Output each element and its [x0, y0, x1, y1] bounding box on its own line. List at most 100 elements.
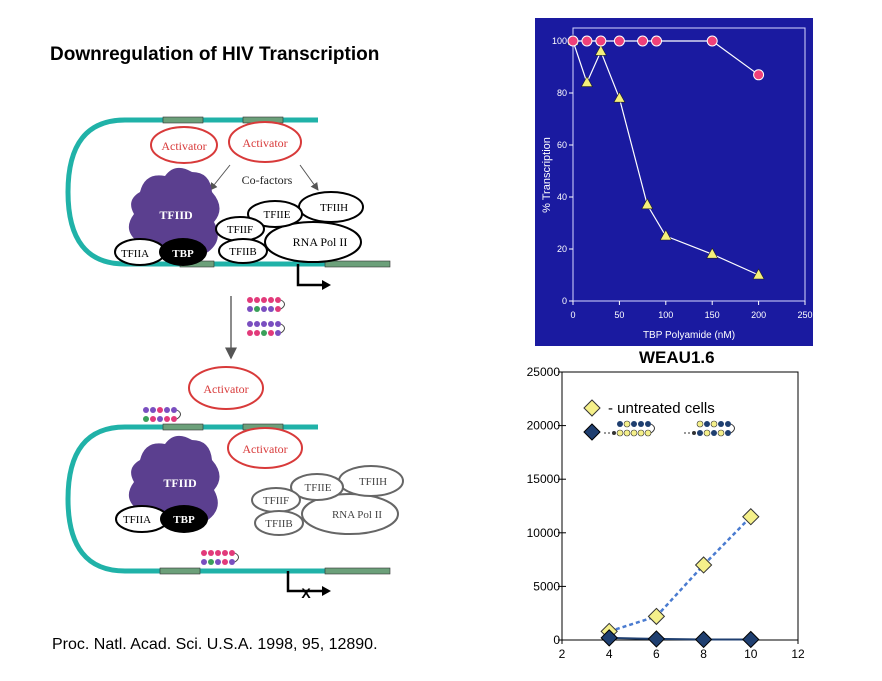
chart2-xtick-label: 10	[744, 647, 758, 661]
chart1-ytick-label: 100	[552, 36, 567, 46]
rnapol-node	[301, 493, 399, 535]
dna-strand-top	[65, 117, 390, 267]
tfiia-label: TFIIA	[123, 514, 151, 526]
rnapol-label: RNA Pol II	[332, 509, 382, 521]
legend-untreated-label: - untreated cells	[608, 400, 715, 417]
chart2-xtick-label: 4	[606, 647, 613, 661]
bound-polyamide	[201, 550, 239, 565]
tfiib-node	[218, 238, 268, 264]
activator-free	[188, 366, 264, 410]
chart1-circle-point	[581, 35, 593, 47]
chart2-treated-point	[600, 629, 618, 647]
chart1-xtick-label: 100	[658, 310, 673, 320]
dna-site	[159, 567, 201, 575]
chart1-ytick-label: 80	[557, 88, 567, 98]
chart1-triangle-point	[641, 198, 654, 210]
chart1-xtick-label: 250	[797, 310, 812, 320]
chart2-xtick-label: 6	[653, 647, 660, 661]
chart2-treated-point	[742, 630, 760, 649]
diagram-bottom: Activator Activator TFIID TFIIA TBP RNA …	[65, 366, 404, 601]
bound-polyamide	[143, 407, 181, 422]
chart1-circle-point	[637, 35, 649, 47]
tfiie-label: TFIIE	[305, 482, 332, 494]
tbp-label: TBP	[172, 248, 194, 260]
activator-right-label: Activator	[242, 136, 287, 150]
chart1-ytick-label: 40	[557, 192, 567, 202]
chart1-circle-point	[753, 69, 765, 81]
chart2-ytick-label: 5000	[533, 579, 560, 593]
chart1-triangle-point	[580, 75, 593, 87]
chart2-treated-point	[647, 630, 666, 648]
legend-blue-diamond	[583, 423, 601, 441]
tbp-label: TBP	[173, 514, 195, 526]
chart2-untreated-line	[608, 515, 752, 633]
citation: Proc. Natl. Acad. Sci. U.S.A. 1998, 95, …	[52, 636, 378, 653]
chart1-background	[535, 18, 813, 346]
chart2: 2 4 6 8 10 12 0 5000 10000 15000 20000 25000 - untr…	[527, 365, 805, 661]
chart2-xtick-label: 2	[559, 647, 566, 661]
tfiih-label: TFIIH	[359, 476, 387, 488]
chart1: 0 50 100 150 200 250 0 20 40 60 80 100 TBP Polyamid…	[535, 18, 813, 346]
chart1-ytick-label: 20	[557, 244, 567, 254]
chart1-triangle-point	[706, 247, 719, 259]
chart1-xtick-label: 200	[751, 310, 766, 320]
chart2-xtick-label: 12	[791, 647, 805, 661]
tfiid-label: TFIID	[163, 476, 197, 490]
chart1-circle-point	[706, 35, 718, 47]
chart2-ytick-label: 20000	[527, 419, 561, 433]
cofactor-arrow	[299, 164, 319, 191]
chart2-treated-point	[694, 630, 713, 649]
tfiid-label: TFIID	[159, 208, 193, 222]
chart2-untreated-point	[742, 508, 760, 526]
chart1-xtick-label: 50	[614, 310, 624, 320]
activator-bound-label: Activator	[242, 442, 287, 456]
chart2-ytick-label: 10000	[527, 526, 561, 540]
treatment-step	[225, 296, 285, 360]
chart1-plot-frame	[572, 27, 806, 302]
transcription-start-arrowhead	[322, 280, 331, 290]
chart2-marks	[600, 508, 760, 649]
tbp-node	[160, 505, 208, 533]
tfiih-label: TFIIH	[320, 202, 348, 214]
rnapol-node	[264, 221, 362, 263]
blocked-start-arrowhead	[322, 586, 331, 596]
cofactor-arrow	[209, 164, 231, 191]
chart2-ytick-label: 15000	[527, 472, 561, 486]
rnapol-label: RNA Pol II	[293, 235, 348, 249]
tfiid-blob	[128, 167, 220, 257]
chart1-marks	[566, 34, 765, 280]
activator-right	[228, 121, 302, 163]
dna-site	[162, 423, 204, 431]
tfiif-label: TFIIF	[263, 495, 289, 507]
tfiif-label: TFIIF	[227, 224, 253, 236]
chart2-ytick-label: 0	[553, 633, 560, 647]
dna-site	[162, 116, 204, 124]
tfiib-node	[254, 510, 304, 536]
transcription-start-arrow	[296, 264, 326, 287]
chart1-circle-point	[567, 35, 579, 47]
chart2-plot-frame	[561, 371, 799, 641]
chart1-axes: 0 50 100 150 200 250 0 20 40 60 80 100	[552, 36, 813, 320]
chart2-treated-line	[609, 636, 751, 641]
activator-bound	[227, 427, 303, 469]
chart2-legend: - untreated cells	[583, 399, 735, 441]
chart1-ytick-label: 0	[562, 296, 567, 306]
chart1-ytick-label: 60	[557, 140, 567, 150]
tbp-node	[159, 238, 207, 266]
tfiie-label: TFIIE	[264, 209, 291, 221]
chart1-triangle-point	[613, 91, 626, 103]
chart2-untreated-point	[694, 556, 713, 574]
chart1-circle-point	[613, 35, 625, 47]
diagram-top: Activator Activator Co-factors TFIID TFI…	[65, 116, 391, 290]
chart1-triangle-point	[659, 229, 672, 241]
legend-yellow-diamond	[583, 399, 601, 417]
chart2-title: WEAU1.6	[639, 348, 715, 367]
tfiib-label: TFIIB	[229, 246, 257, 258]
tfiid-blob	[128, 435, 220, 525]
legend-polyamide	[604, 420, 655, 437]
chart2-untreated-point	[647, 607, 666, 626]
dna-strand-bottom	[65, 424, 390, 574]
activator-left-label: Activator	[161, 139, 206, 153]
chart1-circle-point	[651, 35, 663, 47]
